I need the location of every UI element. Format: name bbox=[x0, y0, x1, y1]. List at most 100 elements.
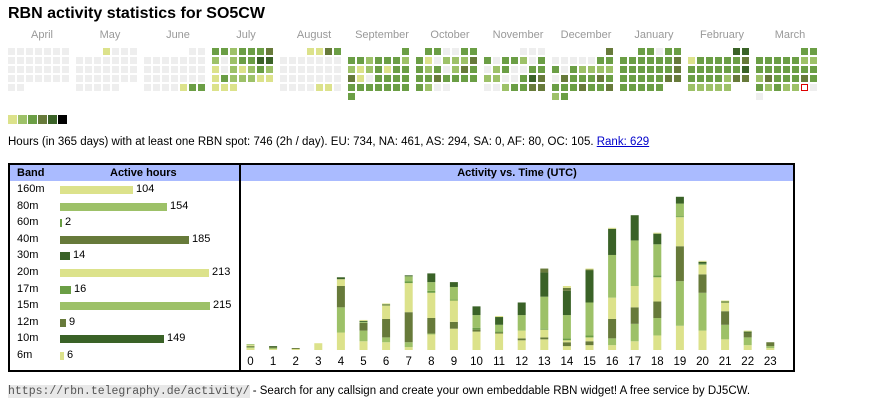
calendar-day[interactable] bbox=[425, 66, 432, 73]
calendar-day[interactable] bbox=[665, 48, 672, 55]
calendar-day[interactable] bbox=[606, 84, 613, 91]
calendar-day[interactable] bbox=[62, 48, 69, 55]
calendar-day[interactable] bbox=[810, 84, 817, 91]
calendar-day[interactable] bbox=[620, 75, 627, 82]
calendar-day[interactable] bbox=[189, 84, 196, 91]
calendar-day[interactable] bbox=[280, 84, 287, 91]
calendar-day[interactable] bbox=[688, 75, 695, 82]
calendar-day[interactable] bbox=[298, 57, 305, 64]
calendar-day[interactable] bbox=[384, 57, 391, 64]
calendar-day[interactable] bbox=[579, 84, 586, 91]
calendar-day[interactable] bbox=[452, 75, 459, 82]
calendar-day[interactable] bbox=[588, 84, 595, 91]
calendar-day[interactable] bbox=[153, 66, 160, 73]
calendar-day[interactable] bbox=[153, 75, 160, 82]
calendar-day[interactable] bbox=[198, 48, 205, 55]
calendar-day[interactable] bbox=[289, 57, 296, 64]
calendar-day[interactable] bbox=[316, 84, 323, 91]
calendar-day[interactable] bbox=[325, 75, 332, 82]
calendar-day[interactable] bbox=[130, 57, 137, 64]
calendar-day[interactable] bbox=[443, 66, 450, 73]
calendar-day[interactable] bbox=[257, 75, 264, 82]
calendar-day[interactable] bbox=[144, 57, 151, 64]
calendar-day[interactable] bbox=[280, 57, 287, 64]
calendar-day[interactable] bbox=[502, 57, 509, 64]
calendar-day[interactable] bbox=[112, 57, 119, 64]
calendar-day[interactable] bbox=[561, 84, 568, 91]
calendar-day[interactable] bbox=[742, 66, 749, 73]
calendar-day[interactable] bbox=[171, 57, 178, 64]
calendar-day[interactable] bbox=[520, 48, 527, 55]
calendar-day[interactable] bbox=[792, 84, 799, 91]
calendar-day[interactable] bbox=[810, 48, 817, 55]
calendar-day[interactable] bbox=[307, 66, 314, 73]
calendar-day[interactable] bbox=[144, 66, 151, 73]
calendar-day[interactable] bbox=[561, 57, 568, 64]
calendar-day[interactable] bbox=[402, 75, 409, 82]
calendar-day[interactable] bbox=[697, 75, 704, 82]
calendar-day[interactable] bbox=[257, 66, 264, 73]
calendar-day[interactable] bbox=[180, 75, 187, 82]
rank-link[interactable]: Rank: 629 bbox=[596, 136, 650, 148]
calendar-day[interactable] bbox=[629, 84, 636, 91]
calendar-day[interactable] bbox=[289, 75, 296, 82]
calendar-day[interactable] bbox=[198, 84, 205, 91]
calendar-day[interactable] bbox=[425, 57, 432, 64]
calendar-day[interactable] bbox=[248, 75, 255, 82]
calendar-day[interactable] bbox=[171, 75, 178, 82]
calendar-day[interactable] bbox=[647, 57, 654, 64]
calendar-day[interactable] bbox=[198, 57, 205, 64]
calendar-day[interactable] bbox=[280, 66, 287, 73]
calendar-day[interactable] bbox=[375, 75, 382, 82]
calendar-day[interactable] bbox=[538, 48, 545, 55]
calendar-day[interactable] bbox=[198, 66, 205, 73]
calendar-day[interactable] bbox=[221, 48, 228, 55]
calendar-day[interactable] bbox=[298, 75, 305, 82]
calendar-day[interactable] bbox=[520, 84, 527, 91]
calendar-day[interactable] bbox=[76, 57, 83, 64]
calendar-day[interactable] bbox=[348, 57, 355, 64]
calendar-day[interactable] bbox=[552, 84, 559, 91]
calendar-day[interactable] bbox=[334, 48, 341, 55]
calendar-day[interactable] bbox=[570, 84, 577, 91]
calendar-day[interactable] bbox=[792, 57, 799, 64]
calendar-day[interactable] bbox=[638, 48, 645, 55]
calendar-day[interactable] bbox=[434, 75, 441, 82]
calendar-day[interactable] bbox=[783, 57, 790, 64]
calendar-day[interactable] bbox=[162, 84, 169, 91]
calendar-day[interactable] bbox=[529, 75, 536, 82]
calendar-day[interactable] bbox=[212, 57, 219, 64]
calendar-day[interactable] bbox=[221, 84, 228, 91]
calendar-day[interactable] bbox=[493, 84, 500, 91]
calendar-day[interactable] bbox=[502, 66, 509, 73]
calendar-day[interactable] bbox=[570, 57, 577, 64]
calendar-day[interactable] bbox=[316, 66, 323, 73]
calendar-day[interactable] bbox=[756, 75, 763, 82]
calendar-day[interactable] bbox=[189, 57, 196, 64]
calendar-day[interactable] bbox=[384, 75, 391, 82]
calendar-day[interactable] bbox=[248, 48, 255, 55]
calendar-day[interactable] bbox=[434, 48, 441, 55]
calendar-day[interactable] bbox=[316, 48, 323, 55]
calendar-day[interactable] bbox=[53, 48, 60, 55]
calendar-day[interactable] bbox=[375, 66, 382, 73]
calendar-day[interactable] bbox=[402, 57, 409, 64]
calendar-day[interactable] bbox=[334, 66, 341, 73]
calendar-day[interactable] bbox=[212, 75, 219, 82]
calendar-day[interactable] bbox=[765, 66, 772, 73]
calendar-day[interactable] bbox=[393, 66, 400, 73]
calendar-day[interactable] bbox=[665, 66, 672, 73]
calendar-day[interactable] bbox=[402, 84, 409, 91]
calendar-day[interactable] bbox=[434, 84, 441, 91]
calendar-day[interactable] bbox=[606, 57, 613, 64]
calendar-day[interactable] bbox=[53, 57, 60, 64]
calendar-day[interactable] bbox=[402, 66, 409, 73]
calendar-day[interactable] bbox=[239, 66, 246, 73]
calendar-day[interactable] bbox=[393, 57, 400, 64]
calendar-day[interactable] bbox=[280, 75, 287, 82]
calendar-day[interactable] bbox=[724, 75, 731, 82]
calendar-day[interactable] bbox=[153, 57, 160, 64]
calendar-day[interactable] bbox=[425, 75, 432, 82]
calendar-day[interactable] bbox=[588, 57, 595, 64]
calendar-day[interactable] bbox=[8, 57, 15, 64]
